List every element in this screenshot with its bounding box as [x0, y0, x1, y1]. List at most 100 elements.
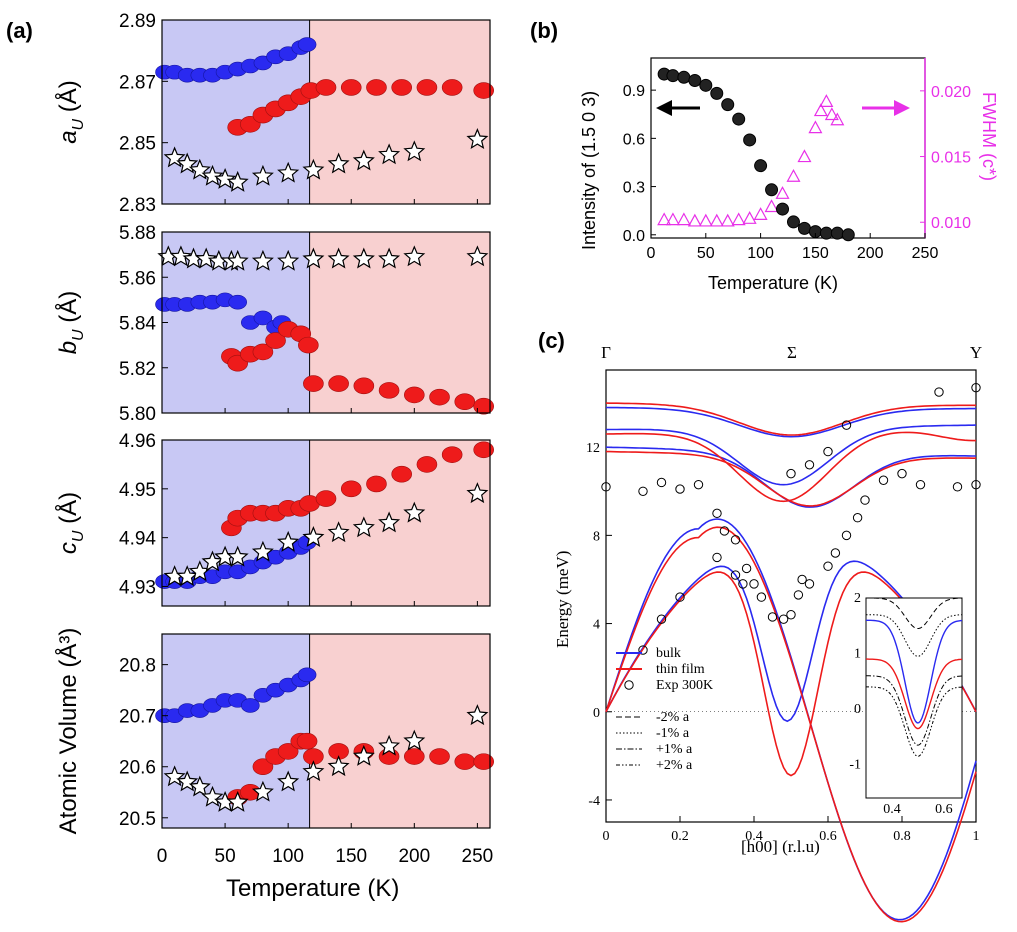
star-data-point — [176, 565, 199, 587]
star-data-point — [277, 161, 300, 183]
red-data-point — [404, 386, 425, 404]
x-tick-label: 50 — [215, 846, 236, 867]
exp-point — [601, 482, 611, 492]
panel-b: 0 50 100 150 200 250 0.0 0.3 0.6 0.9 0.010 0.015 0.0… — [623, 57, 971, 262]
y-axis-label: aU (Å) — [54, 80, 87, 144]
x-tick-label: 200 — [398, 846, 430, 867]
exp-point — [793, 590, 804, 600]
star-data-point — [403, 140, 426, 162]
intensity-point — [830, 226, 844, 240]
axes-frame — [161, 633, 491, 829]
fwhm-point — [657, 212, 672, 226]
exp-point — [852, 513, 863, 523]
red-data-point — [277, 743, 299, 760]
intensity-point — [754, 159, 768, 173]
x-tick-label: 250 — [912, 245, 939, 262]
y-tick-label: 5.80 — [119, 404, 156, 425]
exp-point — [915, 479, 926, 490]
y-axis-label: Atomic Volume (Å³) — [54, 628, 82, 835]
star-data-point — [277, 530, 300, 552]
star-data-point — [226, 545, 249, 567]
panel-c-xlabel: [h00] (r.l.u) — [741, 837, 820, 856]
star-data-point — [378, 734, 401, 756]
red-data-point — [328, 375, 349, 392]
y-tick-label: 5.86 — [119, 268, 156, 289]
inset-y-tick-label: 0 — [854, 702, 861, 717]
exp-point — [741, 563, 752, 574]
intensity-point — [819, 226, 833, 240]
star-data-point — [302, 526, 325, 547]
exp-point — [952, 482, 963, 492]
y-tick-label: 0.3 — [623, 180, 645, 197]
star-data-point — [201, 550, 224, 572]
exp-point — [841, 420, 852, 430]
y-tick-label: -4 — [588, 794, 600, 809]
inset-frame — [865, 597, 963, 799]
left-arrow-head — [656, 100, 672, 116]
red-data-point — [298, 336, 319, 354]
intensity-point — [776, 202, 790, 216]
fwhm-point — [808, 120, 823, 134]
y-tick-label: 20.5 — [119, 809, 156, 830]
right-arrow-head — [894, 100, 910, 116]
panel-a-xlabel: Temperature (K) — [226, 875, 399, 902]
exp-point — [841, 530, 852, 541]
film-branch-2 — [605, 431, 976, 503]
fwhm-point — [709, 213, 724, 227]
star-data-point — [226, 249, 249, 271]
x-tick-label: 0.6 — [819, 829, 837, 844]
y-tick-label: 2.89 — [119, 11, 156, 32]
exp-point — [823, 561, 833, 571]
star-data-point — [188, 775, 211, 797]
star-data-point — [327, 755, 350, 777]
star-data-point — [352, 516, 375, 538]
panel-b-label: (b) — [530, 18, 558, 43]
right-tick-label: 0.010 — [931, 215, 971, 232]
y-tick-label: 0.0 — [623, 228, 645, 245]
y-tick-label: 8 — [593, 529, 600, 544]
exp-point — [804, 579, 815, 589]
exp-point — [675, 592, 685, 602]
inset-plus2 — [866, 686, 963, 757]
x-tick-label: 0 — [603, 829, 610, 844]
fwhm-point — [731, 212, 746, 226]
red-data-point — [252, 343, 274, 361]
fwhm-point — [764, 199, 779, 213]
inset-y-tick-label: 2 — [854, 591, 861, 606]
exp-point — [860, 495, 870, 505]
inset-y-tick-label: -1 — [849, 758, 861, 773]
exp-point — [656, 477, 667, 488]
star-data-point — [327, 152, 350, 174]
x-tick-label: 200 — [857, 245, 884, 262]
fwhm-point — [665, 212, 680, 226]
star-data-point — [188, 158, 211, 180]
star-data-point — [352, 149, 375, 171]
fwhm-point — [753, 207, 768, 220]
intensity-point — [688, 74, 702, 87]
film-branch-4 — [605, 526, 977, 923]
symmetry-label: Y — [970, 343, 982, 362]
y-tick-label: 5.82 — [119, 359, 156, 380]
x-tick-label: 0.4 — [745, 829, 763, 844]
panel-b-ylabel-left: Intensity of (1.5 0 3) — [579, 91, 599, 250]
star-data-point — [169, 245, 192, 267]
x-tick-label: 0 — [157, 846, 168, 867]
intensity-point — [699, 78, 713, 92]
panel-b-ylabel-right: FWHM (c*) — [979, 92, 999, 181]
symmetry-label: Γ — [601, 343, 611, 362]
y-tick-label: 4.94 — [119, 529, 156, 550]
y-tick-label: 12 — [586, 441, 600, 456]
red-data-point — [315, 490, 337, 507]
x-tick-label: 1 — [973, 829, 980, 844]
fwhm-point — [687, 213, 702, 227]
exp-point — [675, 484, 685, 494]
y-tick-label: 5.88 — [119, 223, 156, 244]
star-data-point — [195, 247, 218, 269]
star-data-point — [201, 164, 224, 186]
x-tick-label: 0.8 — [893, 829, 911, 844]
exp-point — [971, 382, 981, 393]
intensity-point — [743, 133, 757, 147]
axes-frame — [605, 369, 977, 823]
y-tick-label: 4.96 — [119, 431, 156, 452]
y-tick-label: 5.84 — [119, 314, 156, 335]
